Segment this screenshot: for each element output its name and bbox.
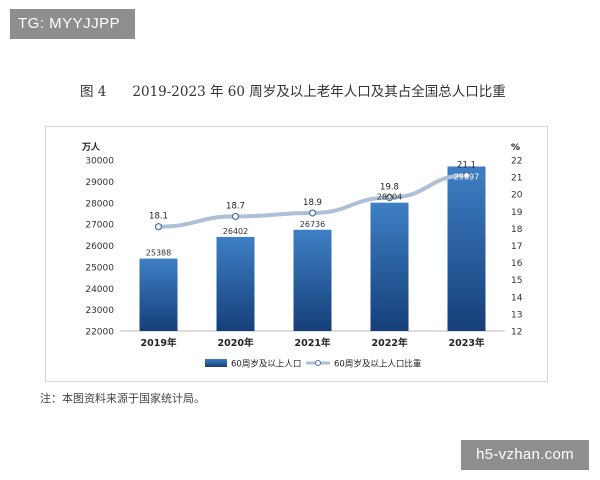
figure-number: 图 4: [80, 84, 107, 100]
figure-caption: 2019-2023 年 60 周岁及以上老年人口及其占全国总人口比重: [132, 84, 506, 100]
source-note: 注：本图资料来源于国家统计局。: [40, 392, 205, 405]
watermark-bottom-right: h5-vzhan.com: [461, 440, 589, 470]
chart-frame: [45, 126, 548, 382]
figure-title: 图 4 2019-2023 年 60 周岁及以上老年人口及其占全国总人口比重: [80, 80, 506, 100]
watermark-top-left: TG: MYYJJPP: [10, 9, 135, 39]
